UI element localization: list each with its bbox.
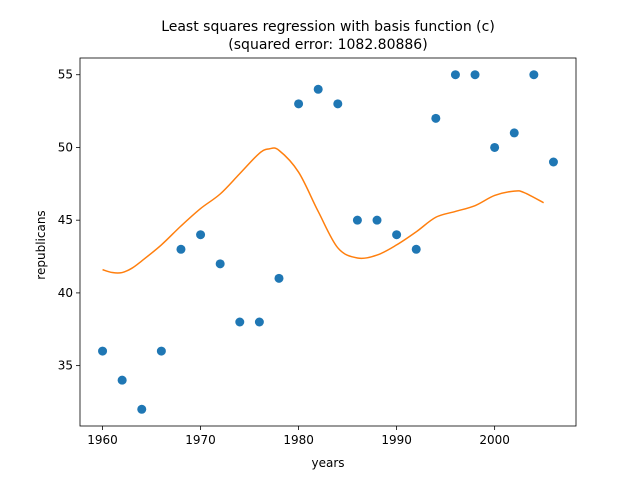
data-point: [529, 70, 539, 80]
y-tick-label: 35: [58, 359, 73, 373]
data-point: [137, 404, 147, 414]
x-tick-label: 1960: [87, 433, 118, 447]
y-tick-label: 40: [58, 286, 73, 300]
data-point: [509, 128, 519, 138]
data-point: [313, 84, 323, 94]
plot-frame: [79, 57, 577, 427]
data-point: [215, 259, 225, 269]
fit-line: [102, 147, 544, 274]
x-tick-label: 2000: [479, 433, 510, 447]
data-point: [254, 317, 264, 327]
axis-ticks: 1960 1970 1980 1990 2000 35 40 45 50 55: [58, 68, 510, 447]
chart-title-line1: Least squares regression with basis func…: [161, 19, 495, 35]
y-tick-label: 50: [58, 140, 73, 154]
plot-area: [79, 57, 577, 427]
data-point: [117, 375, 127, 385]
data-point: [333, 99, 343, 109]
data-point: [372, 215, 382, 225]
x-axis-label: years: [311, 456, 344, 470]
data-point: [392, 230, 402, 240]
x-tick-label: 1970: [185, 433, 216, 447]
data-point: [470, 70, 480, 80]
data-point: [490, 142, 500, 152]
data-point: [294, 99, 304, 109]
data-point: [98, 346, 108, 356]
chart-title-line2: (squared error: 1082.80886): [228, 37, 427, 53]
data-point: [235, 317, 245, 327]
y-tick-label: 55: [58, 68, 73, 82]
data-point: [450, 70, 460, 80]
data-point: [411, 244, 421, 254]
data-point: [196, 230, 206, 240]
data-point: [156, 346, 166, 356]
x-tick-label: 1980: [283, 433, 314, 447]
data-point: [431, 113, 441, 123]
data-point: [548, 157, 558, 167]
data-point: [274, 273, 284, 283]
y-tick-label: 45: [58, 213, 73, 227]
x-tick-label: 1990: [381, 433, 412, 447]
data-point: [176, 244, 186, 254]
data-point: [352, 215, 362, 225]
y-axis-label: republicans: [34, 210, 48, 279]
